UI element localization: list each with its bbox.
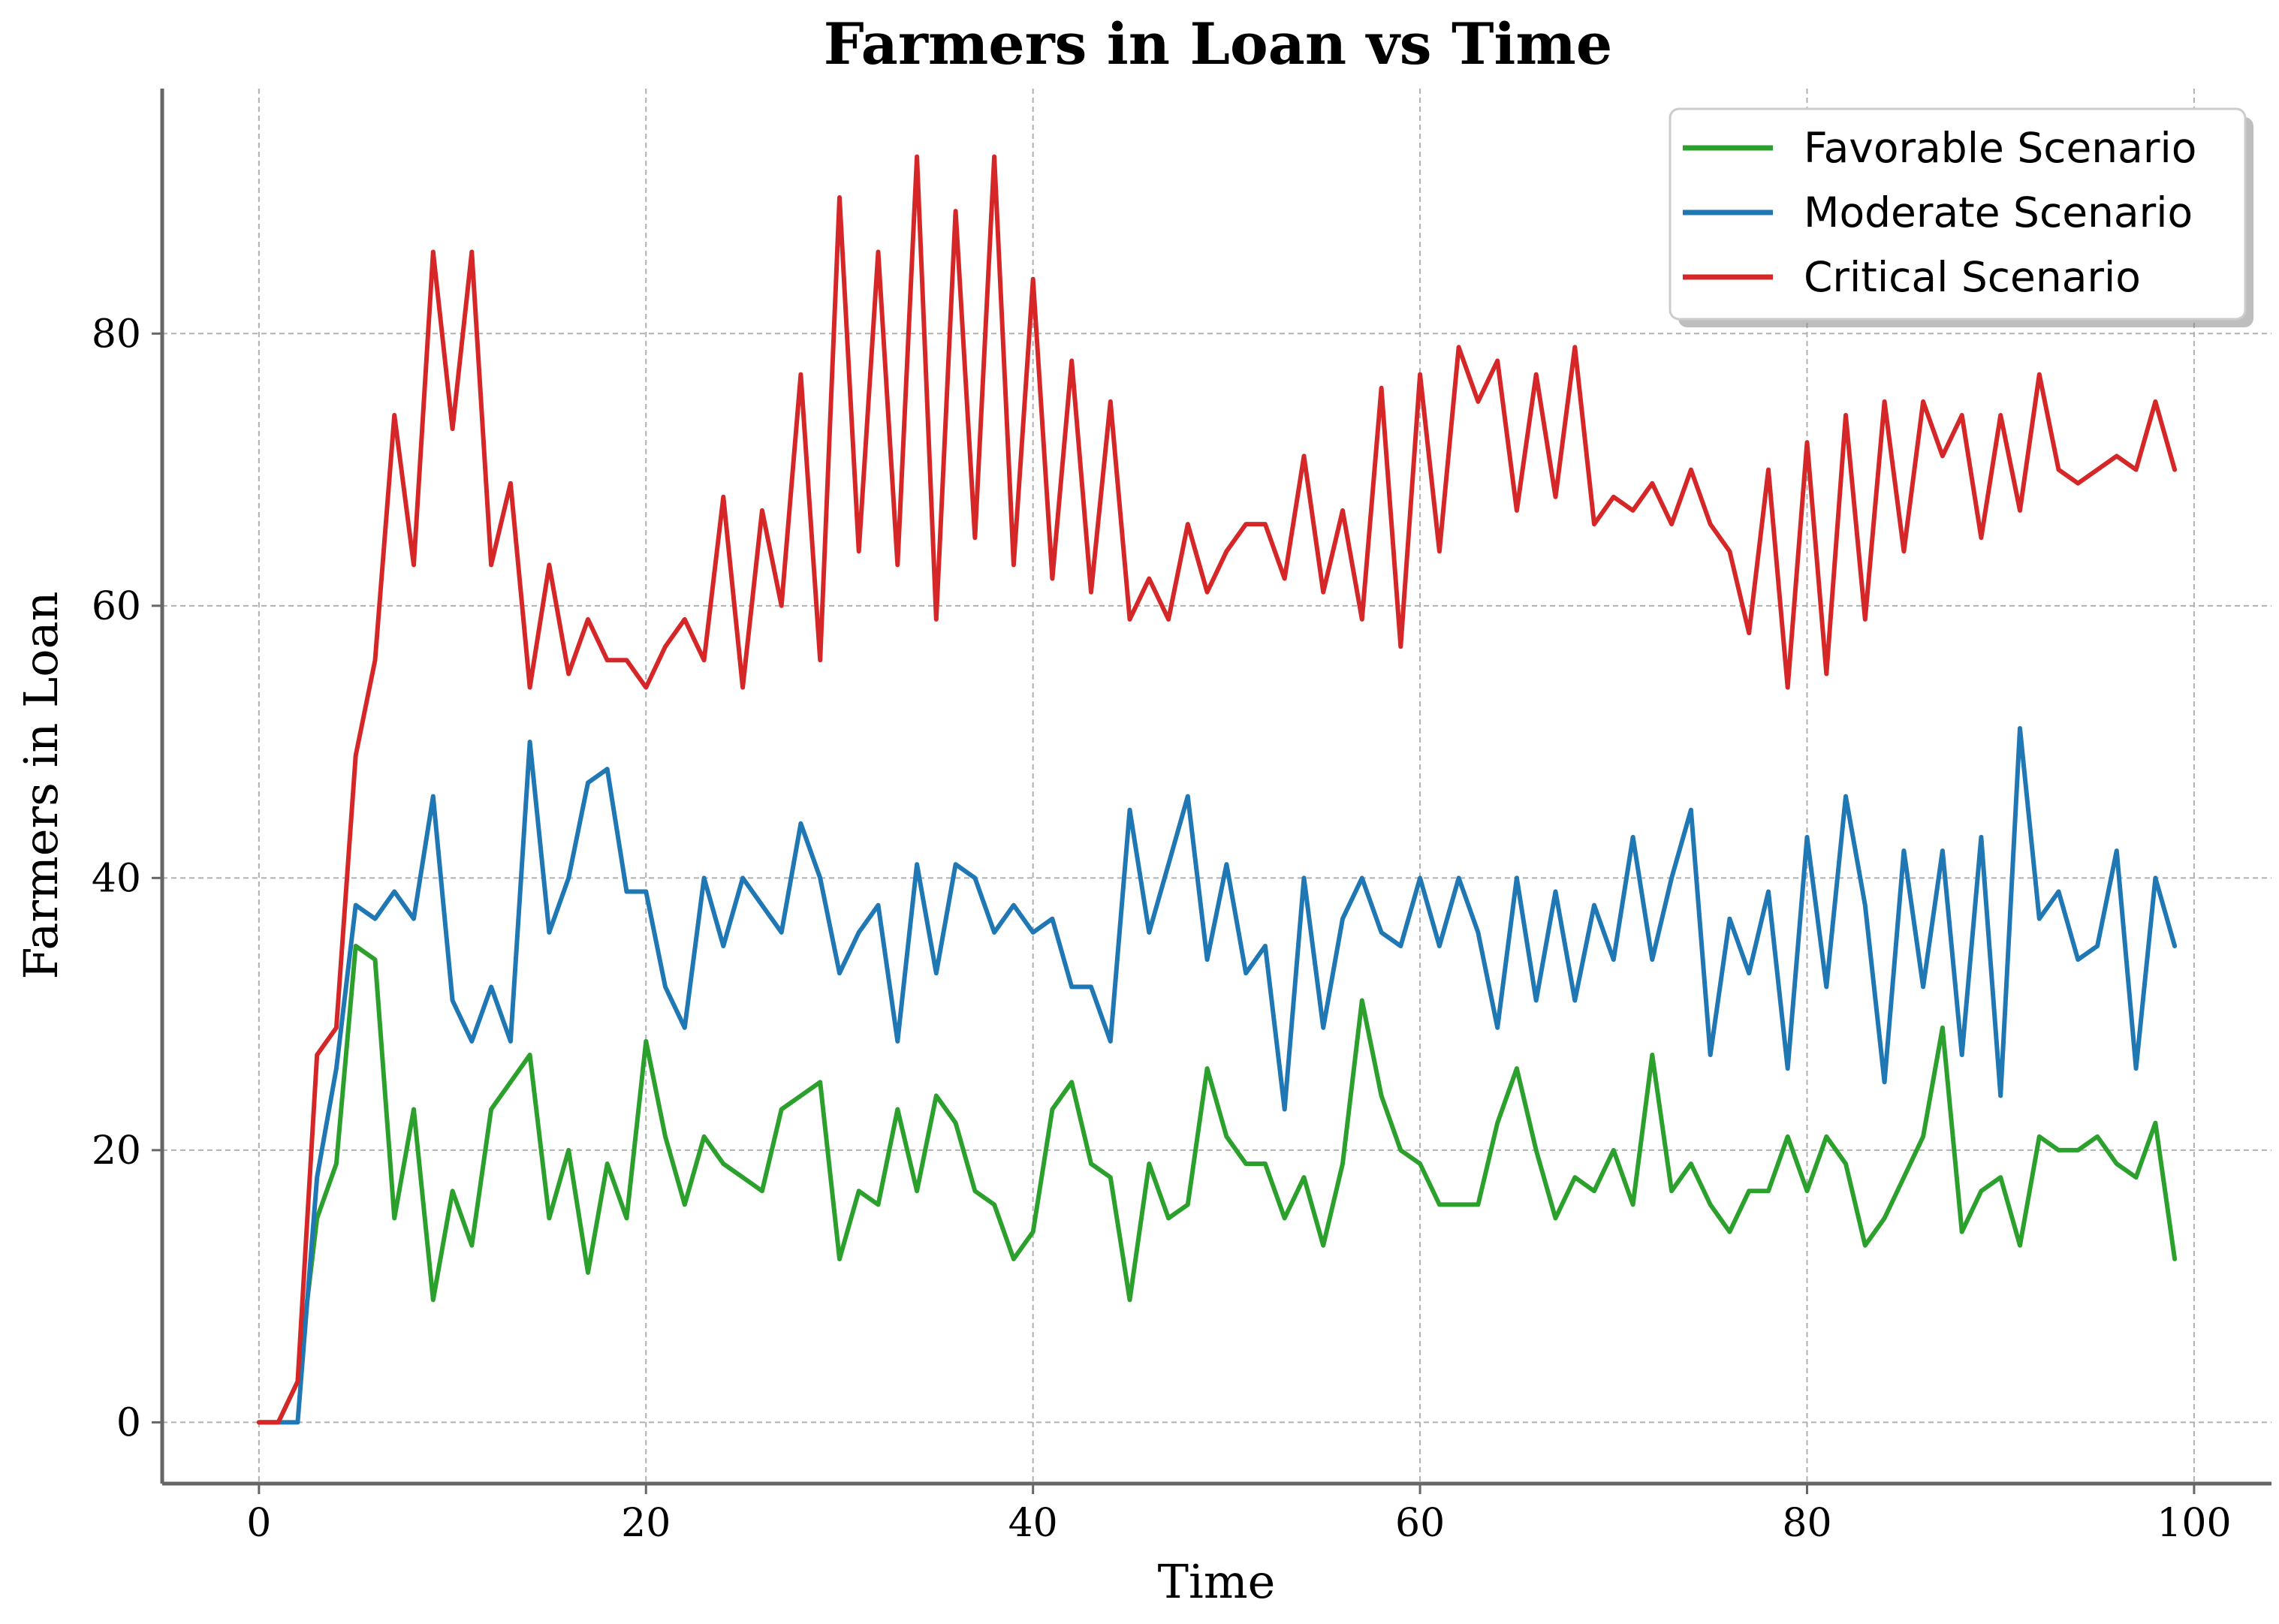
- x-axis-label: Time: [1158, 1554, 1276, 1609]
- legend-label: Critical Scenario: [1804, 253, 2141, 301]
- y-tick-label: 20: [92, 1128, 141, 1174]
- series-line-moderate-scenario: [256, 726, 2178, 1425]
- y-ticks: 0 20 40 60 80: [92, 312, 162, 1445]
- x-tick-label: 40: [1008, 1501, 1058, 1546]
- legend-items: Favorable Scenario Moderate Scenario Criti…: [1683, 124, 2196, 301]
- legend-frame: [1669, 107, 2247, 321]
- series-line-critical-scenario: [256, 154, 2178, 1425]
- series-line-favorable-scenario: [256, 944, 2178, 1425]
- legend-item-favorable-scenario: Favorable Scenario: [1683, 124, 2196, 172]
- legend-item-critical-scenario: Critical Scenario: [1683, 253, 2141, 301]
- grid-lines: [162, 89, 2271, 1484]
- x-tick-label: 80: [1782, 1501, 1831, 1546]
- x-tick-label: 20: [621, 1501, 671, 1546]
- y-tick-label: 0: [116, 1400, 141, 1445]
- legend-item-moderate-scenario: Moderate Scenario: [1683, 188, 2193, 237]
- y-tick-label: 80: [92, 312, 141, 357]
- chart-title: Farmers in Loan vs Time: [824, 11, 1612, 77]
- legend-label: Favorable Scenario: [1804, 124, 2196, 172]
- axes: [160, 89, 2271, 1486]
- x-tick-label: 60: [1395, 1501, 1445, 1546]
- legend-label: Moderate Scenario: [1804, 188, 2193, 237]
- legend: Favorable Scenario Moderate Scenario Criti…: [1669, 107, 2253, 327]
- x-tick-label: 0: [246, 1501, 271, 1546]
- y-tick-label: 40: [92, 856, 141, 901]
- series-lines: [256, 154, 2178, 1425]
- y-tick-label: 60: [92, 584, 141, 629]
- y-axis-label: Farmers in Loan: [14, 592, 68, 980]
- x-tick-label: 100: [2157, 1501, 2231, 1546]
- x-ticks: 0 20 40 60 80 100: [246, 1484, 2232, 1546]
